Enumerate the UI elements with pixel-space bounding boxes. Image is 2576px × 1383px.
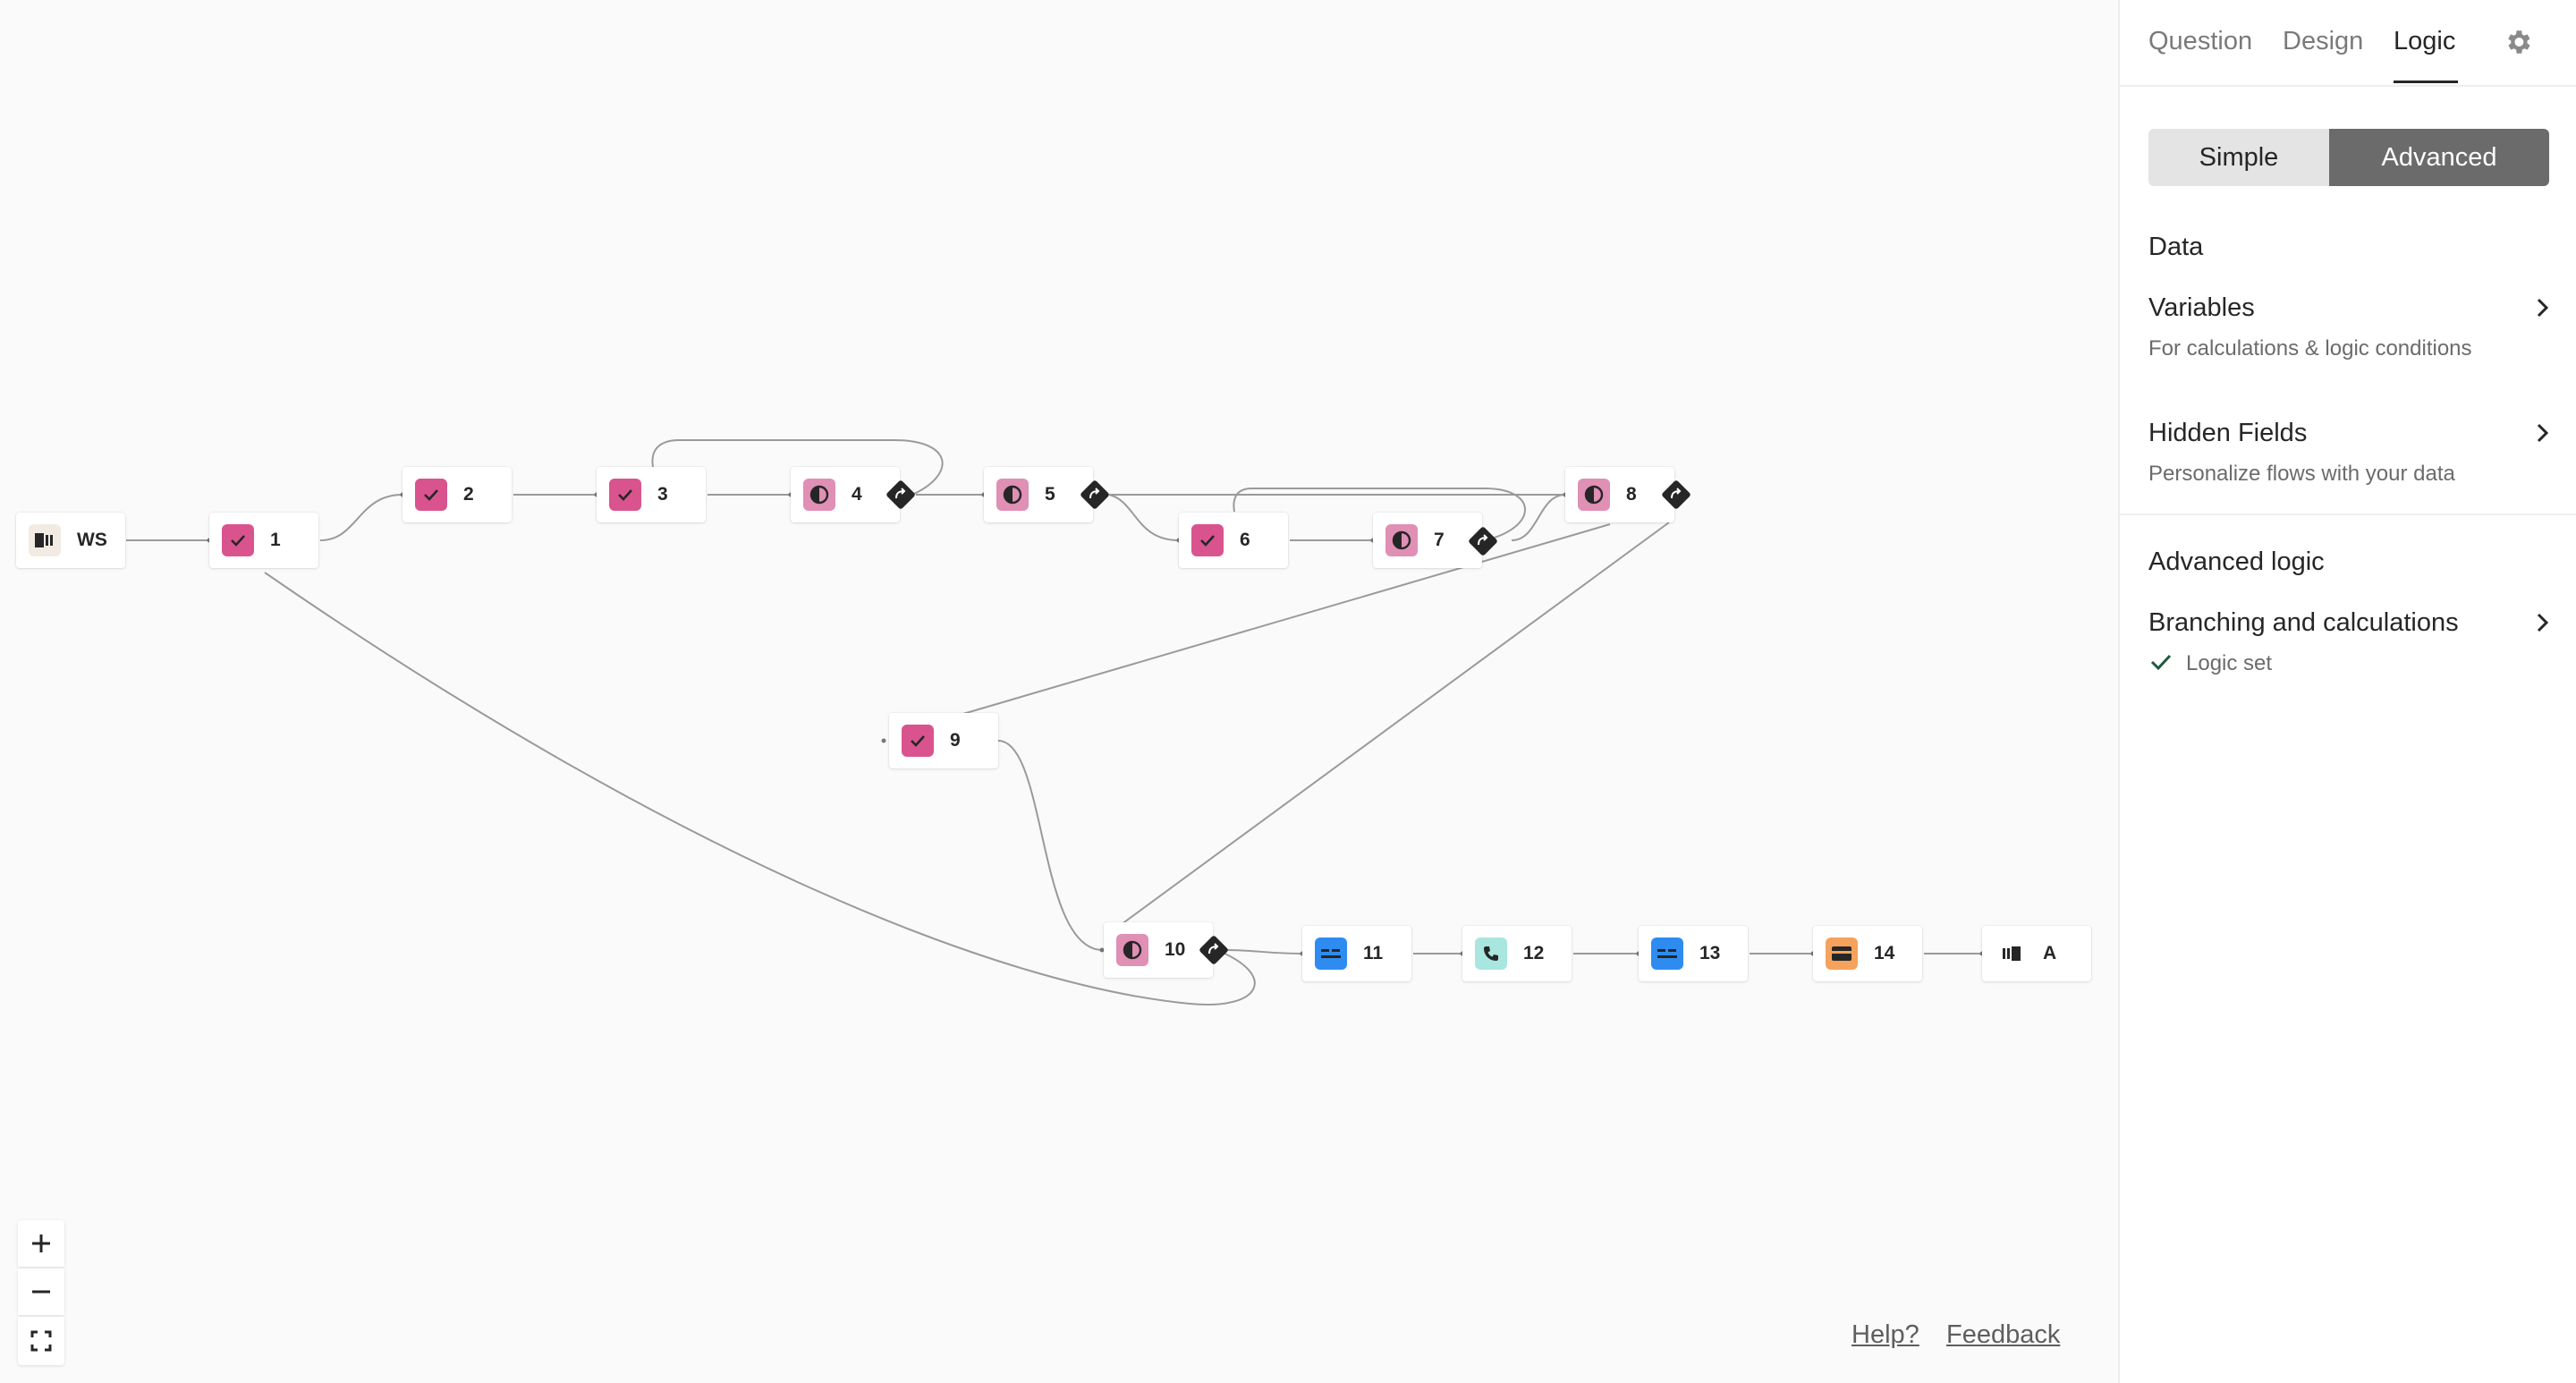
tab-design[interactable]: Design (2283, 27, 2364, 55)
logic-jump-icon[interactable] (886, 479, 916, 510)
node-label: 12 (1523, 943, 1545, 963)
logic-jump-icon[interactable] (1468, 526, 1498, 556)
branching-calculations-link[interactable]: Branching and calculations (2148, 608, 2459, 637)
checkbox-icon (609, 479, 641, 511)
opinion-scale-icon (1578, 479, 1610, 511)
ending-screen-icon (1995, 938, 2027, 970)
opinion-scale-icon (1116, 934, 1148, 966)
logic-edges (126, 439, 1985, 1005)
logic-jump-icon[interactable] (1661, 479, 1691, 510)
active-tab-indicator (2394, 81, 2458, 83)
edge-10-1 (264, 572, 1256, 1005)
checkbox-icon (902, 725, 934, 757)
variables-link[interactable]: Variables (2148, 293, 2255, 322)
logic-jump-icon[interactable] (1080, 479, 1110, 510)
edge-8-9 (956, 523, 1611, 717)
tab-question[interactable]: Question (2148, 27, 2253, 55)
node-label: 7 (1434, 530, 1445, 550)
tabs-divider (2120, 85, 2576, 87)
fit-to-screen-button[interactable] (18, 1317, 64, 1365)
node-label: 13 (1699, 943, 1721, 963)
edge-10-11 (1226, 949, 1303, 955)
node-label: 2 (463, 484, 474, 505)
edge-8-10 (1117, 522, 1670, 928)
welcome-screen-icon (29, 524, 61, 556)
logic-sidebar: Question Design Logic Simple Advanced Da… (2118, 0, 2576, 1383)
node-question-8[interactable]: 8 (1565, 467, 1674, 522)
edge-5-6 (1108, 494, 1180, 541)
node-label: 10 (1165, 939, 1186, 960)
node-question-10[interactable]: 10 (1104, 922, 1213, 978)
node-question-6[interactable]: 6 (1179, 513, 1288, 568)
node-label: 14 (1874, 943, 1895, 963)
zoom-in-button[interactable] (18, 1220, 64, 1267)
node-question-2[interactable]: 2 (402, 467, 512, 522)
plus-icon (32, 1235, 50, 1252)
node-question-11[interactable]: 11 (1302, 926, 1411, 981)
gear-icon[interactable] (2503, 27, 2533, 62)
simple-mode-button[interactable]: Simple (2148, 129, 2329, 186)
node-welcome-screen[interactable]: WS (16, 513, 125, 568)
opinion-scale-icon (996, 479, 1029, 511)
phone-icon (1475, 938, 1507, 970)
check-icon (2148, 649, 2174, 679)
data-section-title: Data (2148, 233, 2204, 261)
edge-1-2 (319, 494, 403, 541)
feedback-link[interactable]: Feedback (1946, 1320, 2061, 1349)
node-label: WS (77, 530, 107, 550)
variables-description: For calculations & logic conditions (2148, 336, 2472, 361)
fit-screen-icon (30, 1330, 52, 1352)
edge-4-3-loop (651, 439, 944, 496)
chevron-right-icon[interactable] (2533, 420, 2553, 450)
edge-9-10 (997, 740, 1103, 951)
node-question-13[interactable]: 13 (1639, 926, 1748, 981)
short-text-icon (1315, 938, 1347, 970)
node-ending-screen[interactable]: A (1982, 926, 2091, 981)
node-label: 8 (1626, 484, 1637, 505)
node-question-14[interactable]: 14 (1813, 926, 1922, 981)
node-question-1[interactable]: 1 (209, 513, 318, 568)
chevron-right-icon[interactable] (2533, 610, 2553, 640)
advanced-mode-button[interactable]: Advanced (2329, 129, 2549, 186)
section-divider (2120, 513, 2576, 515)
minus-icon (32, 1290, 50, 1294)
edge-7-6-loop (1233, 488, 1526, 541)
checkbox-icon (222, 524, 254, 556)
logic-status: Logic set (2186, 651, 2273, 675)
tab-logic[interactable]: Logic (2394, 27, 2456, 55)
node-label: 9 (950, 730, 961, 751)
node-label: 4 (852, 484, 862, 505)
node-label: 1 (270, 530, 281, 550)
logic-jump-icon[interactable] (1199, 935, 1229, 965)
node-label: 6 (1240, 530, 1250, 550)
hidden-fields-description: Personalize flows with your data (2148, 462, 2455, 486)
node-question-7[interactable]: 7 (1373, 513, 1482, 568)
node-label: 11 (1363, 943, 1384, 963)
payment-card-icon (1826, 938, 1858, 970)
node-question-4[interactable]: 4 (791, 467, 900, 522)
advanced-logic-title: Advanced logic (2148, 547, 2325, 576)
chevron-right-icon[interactable] (2533, 295, 2553, 325)
logic-map-canvas[interactable]: WS 1 2 3 4 5 (0, 0, 2118, 1383)
node-label: 5 (1045, 484, 1055, 505)
node-question-5[interactable]: 5 (984, 467, 1093, 522)
node-label: A (2043, 943, 2057, 963)
checkbox-icon (1191, 524, 1224, 556)
opinion-scale-icon (803, 479, 835, 511)
node-question-9[interactable]: 9 (889, 713, 998, 768)
node-question-3[interactable]: 3 (597, 467, 706, 522)
node-question-12[interactable]: 12 (1462, 926, 1572, 981)
edge-7-8 (1511, 494, 1566, 541)
zoom-out-button[interactable] (18, 1268, 64, 1315)
short-text-icon (1651, 938, 1683, 970)
node-label: 3 (657, 484, 668, 505)
help-link[interactable]: Help? (1852, 1320, 1919, 1349)
opinion-scale-icon (1385, 524, 1418, 556)
checkbox-icon (415, 479, 447, 511)
hidden-fields-link[interactable]: Hidden Fields (2148, 419, 2308, 447)
